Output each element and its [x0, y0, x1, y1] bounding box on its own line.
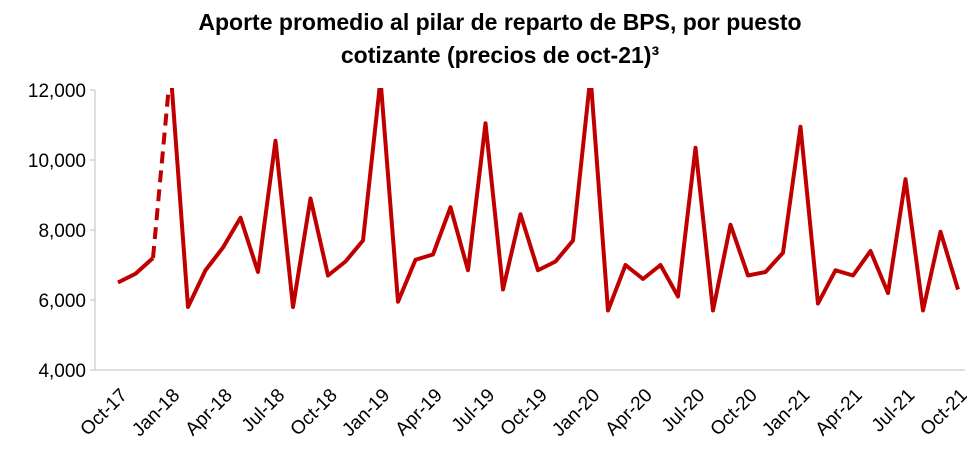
y-tick-label: 8,000: [38, 221, 86, 242]
line-dashed: [151, 88, 171, 259]
x-tick-label: Jul-20: [658, 385, 709, 436]
x-tick-label: Apr-18: [182, 385, 237, 440]
y-tick-label: 4,000: [38, 361, 86, 382]
y-tick-label: 10,000: [28, 151, 86, 172]
x-tick-label: Jan-18: [128, 385, 184, 441]
x-tick-label: Apr-20: [602, 385, 657, 440]
y-tick-label: 6,000: [38, 291, 86, 312]
x-tick-label: Jul-19: [448, 385, 499, 436]
x-tick-label: Apr-21: [812, 385, 867, 440]
x-tick-label: Jan-20: [548, 385, 604, 441]
x-tick-label: Oct-17: [77, 385, 132, 440]
x-tick-label: Jan-19: [338, 385, 394, 441]
plot-area: [117, 88, 960, 313]
chart-title: Aporte promedio al pilar de reparto de B…: [198, 9, 801, 35]
y-tick-label: 12,000: [28, 81, 86, 102]
x-tick-label: Oct-21: [917, 385, 967, 440]
x-tick-label: Jul-18: [238, 385, 289, 436]
x-tick-label: Jan-21: [758, 385, 814, 441]
line: [117, 256, 155, 285]
chart-title: cotizante (precios de oct-21)³: [341, 42, 660, 68]
x-tick-label: Oct-18: [287, 385, 342, 440]
x-tick-label: Apr-19: [392, 385, 447, 440]
x-tick-label: Jul-21: [868, 385, 919, 436]
x-tick-label: Oct-20: [707, 385, 762, 440]
line: [169, 88, 960, 313]
x-tick-label: Oct-19: [497, 385, 552, 440]
